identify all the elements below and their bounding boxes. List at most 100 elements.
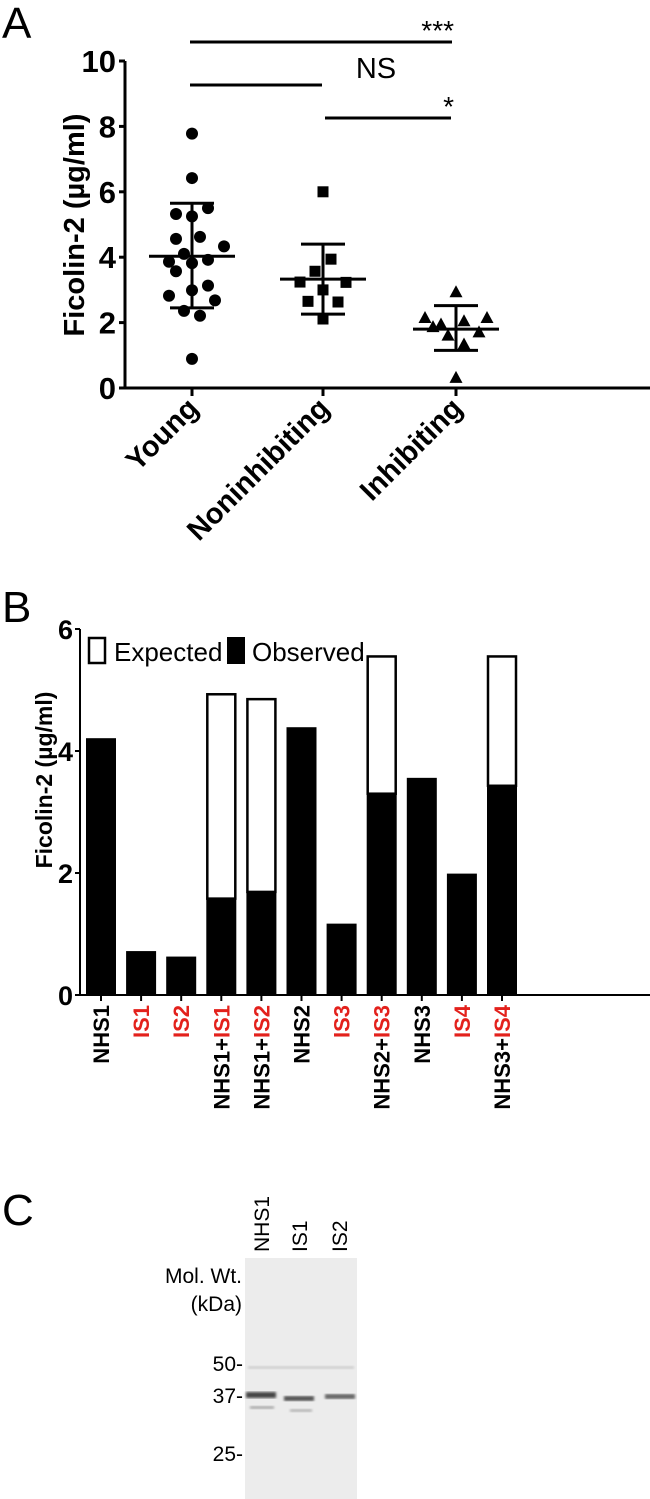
x-tick-label: Noninhibiting [181,392,336,547]
label-part-normal: NHS2 [290,1005,315,1064]
data-point-triangle [418,311,432,324]
data-point-square [332,296,344,308]
data-point-square [317,186,329,198]
y-tick-label: 6 [58,615,73,645]
label-part-inhibiting: IS2 [249,1005,274,1038]
legend-swatch-observed [227,637,245,664]
panel-c-western-blot: NHS1 IS1 IS2 Mol. Wt. (kDa) 50- 37- 25- [165,1196,357,1499]
panel-a-scatter: 0 2 4 6 8 10 Ficolin-2 (µg/ml) YoungNoninhibiti… [59,15,650,547]
data-point-square [317,313,329,325]
data-point-circle [170,208,182,221]
x-tick-label: NHS1+IS1 [209,1005,234,1110]
data-point-triangle [441,328,455,341]
lane-label-is2: IS2 [329,1220,352,1252]
data-point-circle [209,294,221,307]
y-tick-label: 2 [99,306,116,341]
bar-observed [206,898,237,995]
bar-observed [406,777,437,995]
legend-swatch-expected [87,636,107,665]
x-tick-label: Young [120,392,205,477]
data-point-square [302,295,314,307]
label-part-normal: NHS1+ [209,1038,234,1110]
data-point-circle [186,127,198,140]
panel-label-c: C [2,1186,34,1235]
y-axis-label: Ficolin-2 (µg/ml) [59,114,91,337]
band-lower-nhs1 [250,1406,274,1409]
bar-expected [206,693,237,900]
y-axis-label: Ficolin-2 (µg/ml) [31,692,57,869]
data-point-circle [194,230,206,243]
bar-observed [246,891,277,995]
y-tick-label: 10 [82,44,116,79]
x-tick-label: IS4 [450,1004,475,1038]
bar-observed [446,873,477,995]
blot-membrane [245,1258,357,1499]
y-tick-label: 0 [58,981,73,1011]
data-point-circle [194,309,206,322]
data-point-circle [218,240,230,253]
mw-marker-37: 37- [213,1385,243,1408]
y-tick-label: 2 [58,859,73,889]
data-point-square [309,265,321,277]
panel-label-a: A [2,0,32,48]
y-tick-label: 4 [58,737,73,767]
y-tick-label: 8 [99,109,116,144]
label-part-normal: NHS2+ [370,1038,395,1110]
bar-observed [326,923,357,995]
band-50-faint [248,1366,354,1369]
data-point-circle [178,247,190,260]
mw-marker-50: 50- [213,1353,243,1376]
label-part-inhibiting: IS4 [450,1004,475,1038]
bar-observed [166,956,197,995]
label-part-inhibiting: IS2 [169,1005,194,1038]
x-tick-label: IS1 [129,1005,154,1038]
data-point-triangle [472,325,486,338]
panel-label-b: B [2,583,31,632]
data-point-triangle [449,370,463,383]
x-tick-label: NHS3 [410,1005,435,1064]
label-part-normal: NHS1+ [249,1038,274,1110]
mw-title-line2: (kDa) [191,1293,242,1316]
data-point-circle [163,289,175,302]
bar-observed [86,738,116,995]
label-part-inhibiting: IS4 [490,1004,515,1038]
mw-title-line1: Mol. Wt. [165,1265,242,1288]
data-point-triangle [449,285,463,298]
x-tick-label: NHS3+IS4 [490,1004,515,1109]
data-point-triangle [434,317,448,330]
bar-observed [126,951,157,995]
lane-label-nhs1: NHS1 [251,1196,274,1252]
data-point-circle [186,172,198,185]
significance-label: * [443,91,454,122]
band-nhs1 [246,1392,276,1398]
label-part-inhibiting: IS3 [330,1005,355,1038]
bar-observed [286,727,317,995]
data-point-square [294,276,306,288]
data-point-triangle [457,314,471,327]
x-tick-label: NHS1 [89,1005,114,1064]
label-part-normal: NHS1 [89,1005,114,1064]
bar-observed [487,785,517,995]
legend-label-observed: Observed [252,637,365,667]
bar-expected [246,697,277,894]
x-tick-label: IS2 [169,1005,194,1038]
significance-label: *** [421,15,454,46]
data-point-triangle [480,311,494,324]
legend-label-expected: Expected [114,637,222,667]
data-point-circle [170,265,182,278]
label-part-inhibiting: IS1 [129,1005,154,1038]
data-point-circle [202,279,214,292]
y-tick-label: 0 [99,371,116,406]
significance-label: NS [356,53,396,85]
x-tick-label: Inhibiting [354,392,469,507]
y-tick-label: 6 [99,175,116,210]
data-point-circle [163,255,175,268]
lane-label-is1: IS1 [289,1220,312,1252]
data-point-circle [170,232,182,245]
x-tick-label: NHS1+IS2 [249,1005,274,1110]
data-point-circle [186,352,198,365]
label-part-inhibiting: IS3 [370,1005,395,1038]
data-point-circle [202,202,214,215]
